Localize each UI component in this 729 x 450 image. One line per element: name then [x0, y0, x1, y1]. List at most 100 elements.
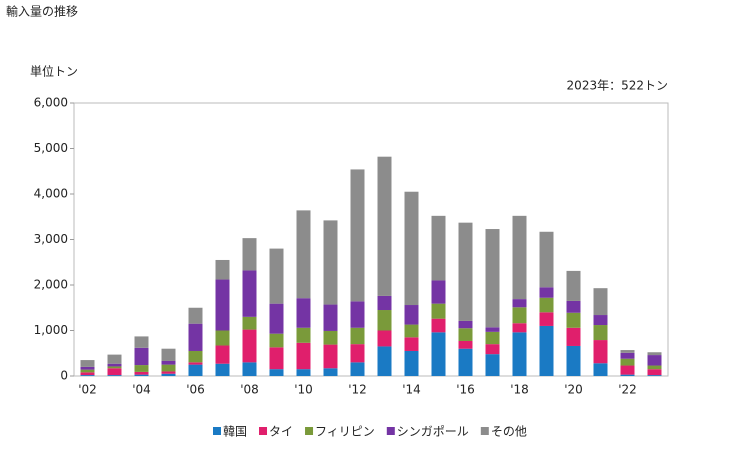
bar-segment	[161, 360, 176, 365]
bar-segment	[296, 298, 311, 328]
bar-segment	[161, 373, 176, 376]
bar-segment	[215, 363, 230, 376]
bar-segment	[377, 156, 392, 296]
bar-segment	[404, 191, 419, 306]
bar-segment	[593, 288, 608, 316]
bar-segment	[242, 238, 257, 271]
x-tick-label: '02	[78, 383, 97, 397]
bar-segment	[512, 299, 527, 308]
bar-segment	[188, 307, 203, 324]
bar-segment	[647, 369, 662, 376]
bar-segment	[80, 360, 95, 367]
bar-segment	[188, 364, 203, 376]
bar-segment	[107, 354, 122, 364]
bar-segment	[269, 369, 284, 376]
bar-segment	[566, 327, 581, 346]
bar-segment	[593, 325, 608, 341]
bar-segment	[539, 287, 554, 298]
x-tick-label: '20	[564, 383, 583, 397]
bar-segment	[215, 345, 230, 364]
annotation: 2023年：522トン	[567, 79, 668, 93]
bar-segment	[242, 362, 257, 376]
x-tick-label: '22	[618, 383, 637, 397]
y-axis-label: 単位トン	[30, 64, 78, 79]
bar-segment	[134, 374, 149, 376]
legend-label: フィリピン	[315, 425, 375, 439]
bar-segment	[647, 352, 662, 356]
y-tick-label: 2,000	[34, 278, 68, 292]
legend-label: シンガポール	[397, 425, 469, 439]
bar-segment	[350, 301, 365, 328]
bar-segment	[323, 304, 338, 331]
bar-segment	[539, 312, 554, 326]
bar-segment	[134, 336, 149, 348]
bar-segment	[620, 352, 635, 359]
bar-segment	[593, 340, 608, 364]
chart-title: 輸入量の推移	[6, 4, 78, 19]
bar-segment	[485, 344, 500, 355]
bar-segment	[512, 307, 527, 324]
legend-swatch	[213, 427, 221, 435]
bar-segment	[539, 231, 554, 288]
bar-segment	[107, 366, 122, 369]
y-tick-label: 5,000	[34, 141, 68, 155]
bar-segment	[323, 220, 338, 305]
bar-segment	[620, 374, 635, 376]
legend-swatch	[480, 427, 489, 435]
bar-segment	[431, 303, 446, 319]
bar-segment	[620, 365, 635, 375]
bar-segment	[512, 323, 527, 333]
x-tick-label: '10	[294, 383, 313, 397]
bar-segment	[134, 347, 149, 366]
bar-segment	[512, 215, 527, 300]
bar-segment	[296, 342, 311, 370]
bar-segment	[269, 303, 284, 334]
bar-segment	[188, 350, 203, 363]
y-tick-label: 1,000	[34, 323, 68, 337]
bar-segment	[404, 305, 419, 325]
bar-segment	[593, 315, 608, 326]
bar-segment	[80, 366, 95, 370]
bar-segment	[458, 320, 473, 329]
bar-segment	[377, 330, 392, 347]
bar-segment	[458, 340, 473, 349]
bar-segment	[647, 365, 662, 370]
bar-segment	[431, 318, 446, 333]
legend-label: タイ	[269, 425, 293, 439]
bar-segment	[161, 348, 176, 361]
x-tick-label: '04	[132, 383, 151, 397]
bar-segment	[215, 279, 230, 331]
bar-segment	[620, 358, 635, 366]
bar-segment	[431, 332, 446, 376]
bar-segment	[188, 362, 203, 365]
bar-segment	[620, 350, 635, 353]
bar-segment	[107, 363, 122, 367]
y-tick-label: 0	[60, 369, 68, 383]
bar-segment	[431, 215, 446, 281]
bar-segment	[377, 346, 392, 376]
bar-segment	[350, 344, 365, 363]
legend-label: 韓国	[223, 425, 247, 439]
bar-segment	[350, 362, 365, 376]
bar-segment	[458, 222, 473, 321]
bar-segment	[323, 330, 338, 345]
bar-segment	[485, 331, 500, 345]
bar-segment	[242, 316, 257, 330]
bar-segment	[485, 327, 500, 332]
bar-segment	[404, 350, 419, 376]
bar-segment	[404, 324, 419, 338]
bar-segment	[161, 371, 176, 374]
x-tick-label: '12	[348, 383, 367, 397]
bar-segment	[80, 372, 95, 376]
x-tick-label: '14	[402, 383, 421, 397]
bar-segment	[350, 169, 365, 302]
bar-segment	[161, 364, 176, 372]
bar-segment	[269, 347, 284, 370]
x-tick-label: '08	[240, 383, 259, 397]
bar-segment	[566, 312, 581, 328]
legend-swatch	[259, 427, 268, 435]
bar-segment	[134, 371, 149, 375]
bar-segment	[107, 375, 122, 376]
